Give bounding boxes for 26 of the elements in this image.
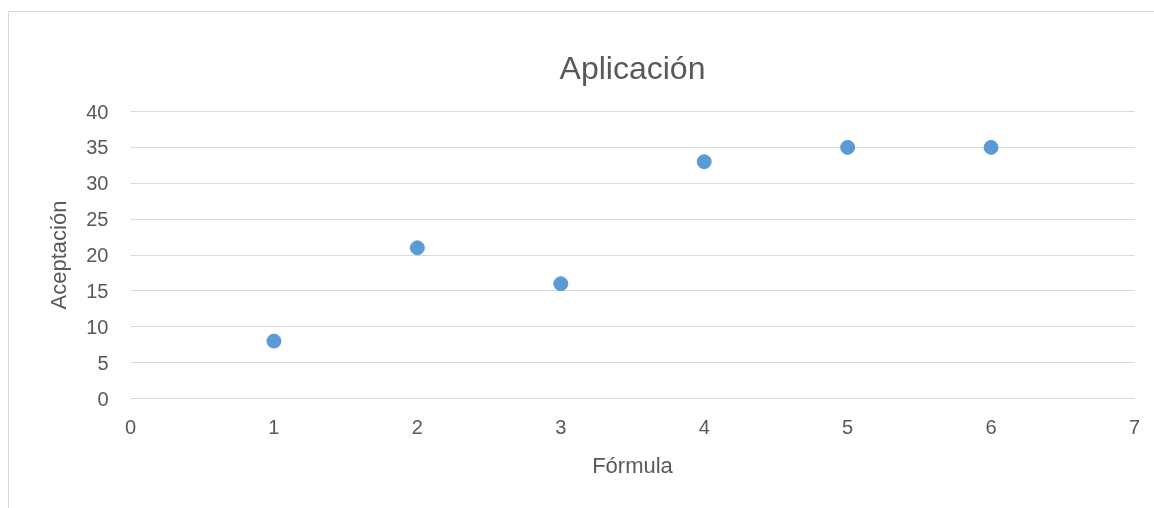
y-tick-label: 0: [97, 387, 109, 410]
x-tick-label: 1: [268, 415, 280, 438]
y-tick-label: 35: [86, 136, 109, 159]
x-tick-label: 4: [698, 415, 710, 438]
point: [840, 139, 856, 155]
point: [553, 276, 569, 292]
point: [409, 240, 425, 256]
point: [696, 154, 712, 170]
y-tick-label: 15: [86, 279, 109, 302]
x-tick-label: 2: [411, 415, 423, 438]
point: [983, 139, 999, 155]
y-tick-label: 30: [86, 172, 109, 195]
x-tick-label: 5: [842, 415, 854, 438]
x-axis-title: Fórmula: [592, 452, 674, 478]
y-tick-label: 40: [86, 100, 109, 123]
point: [266, 333, 282, 349]
y-tick-label: 10: [86, 315, 109, 338]
chart-title: Aplicación: [559, 49, 706, 86]
y-axis-title: Aceptación: [46, 200, 72, 310]
x-tick-label: 7: [1128, 415, 1141, 438]
y-tick-label: 25: [86, 208, 109, 231]
y-tick-label: 5: [97, 351, 109, 374]
x-tick-label: 6: [985, 415, 997, 438]
y-tick-label: 20: [86, 244, 109, 266]
x-tick-label: 0: [124, 415, 137, 438]
x-tick-label: 3: [555, 415, 567, 438]
